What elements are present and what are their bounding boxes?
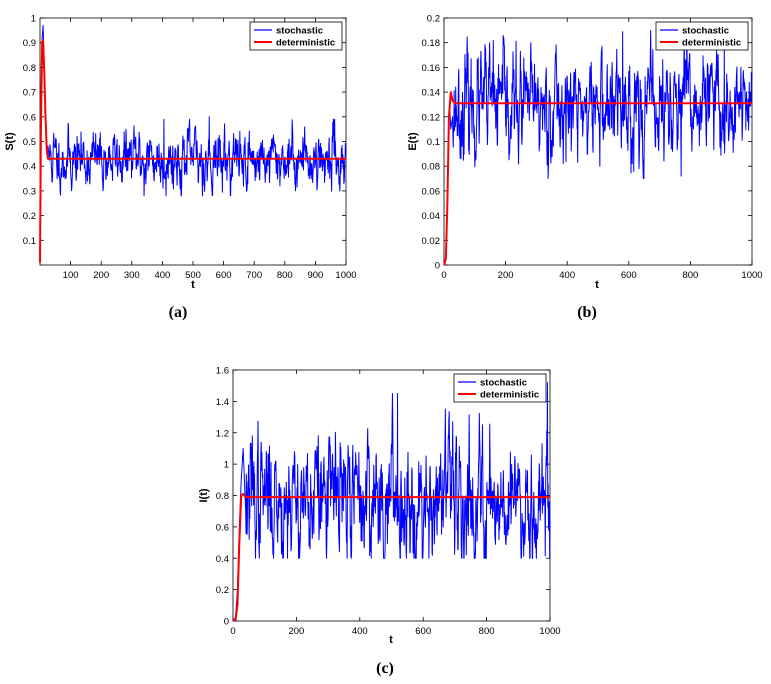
series-stochastic [232,382,551,622]
y-tick-label: 0 [435,261,440,272]
x-tick-label: 1000 [335,270,356,281]
y-axis-label: I(t) [198,488,210,502]
y-tick-label: 0.16 [422,63,441,74]
legend-label: stochastic [682,26,729,37]
y-tick-label: 0.2 [427,14,440,25]
x-tick-label: 1000 [539,626,560,637]
x-tick-label: 200 [288,626,304,637]
legend [453,373,547,403]
y-tick-label: 0.2 [23,211,36,222]
y-tick-label: 0.4 [216,554,229,565]
y-tick-label: 0.4 [23,162,36,173]
x-tick-label: 400 [352,626,368,637]
y-tick-label: 1 [224,460,229,471]
x-tick-label: 200 [498,270,514,281]
x-tick-label: 500 [185,270,201,281]
x-tick-label: 100 [63,270,79,281]
series-deterministic [232,492,550,622]
panel-c: 0 200 400 600 800 1000 0 0.2 0.4 0.6 0.8 1 1.2 1.4 1.6… [198,366,561,678]
x-tick-label: 800 [682,270,698,281]
y-tick-label: 0.8 [216,491,229,502]
y-tick-label: 1.6 [216,366,229,377]
y-axis-label: E(t) [407,132,419,151]
y-tick-label: 0.9 [23,38,36,49]
y-tick-label: 0 [224,617,229,628]
y-tick-label: 0.7 [23,88,36,99]
panel-b: 0 200 400 600 800 1000 0 0.02 0.04 0.06 0.08 0.1 0.1… [407,14,763,322]
x-tick-label: 800 [479,626,495,637]
legend [655,21,749,51]
plot-area [39,17,347,266]
x-tick-label: 0 [441,270,446,281]
series-stochastic [443,29,753,266]
y-tick-label: 0.06 [422,186,441,197]
legend-label: deterministic [682,38,741,49]
x-tick-label: 0 [230,626,235,637]
y-tick-label: 0.1 [23,236,36,247]
x-tick-label: 200 [93,270,109,281]
y-tick-label: 0.5 [23,137,36,148]
y-axis-label: S(t) [4,132,16,151]
x-tick-label: 800 [277,270,293,281]
x-tick-label: 400 [559,270,575,281]
y-tick-label: 1.4 [216,397,229,408]
legend [249,21,343,51]
panel-label: (c) [376,660,394,677]
y-tick-label: 0.02 [422,236,441,247]
x-axis-label: t [191,279,195,291]
y-tick-label: 0.6 [23,112,36,123]
x-tick-label: 600 [216,270,232,281]
y-tick-label: 0.3 [23,186,36,197]
y-tick-label: 0.04 [422,211,441,222]
legend-label: stochastic [480,378,527,389]
x-axis-label: t [389,634,393,646]
x-tick-label: 600 [415,626,431,637]
panel-a: 100 200 300 400 500 600 700 800 900 1000 0.1 0.2 0.3… [4,14,357,322]
y-tick-label: 1 [31,14,36,25]
legend-label: deterministic [276,38,335,49]
x-tick-label: 700 [246,270,262,281]
series-deterministic [443,91,752,266]
y-tick-label: 1.2 [216,428,229,439]
y-tick-label: 0.18 [422,38,441,49]
y-tick-label: 0.6 [216,522,229,533]
x-tick-label: 900 [307,270,323,281]
panel-label: (b) [577,304,597,321]
y-tick-label: 0.08 [422,162,441,173]
y-tick-label: 0.2 [216,585,229,596]
legend-label: stochastic [276,26,323,37]
y-tick-label: 0.12 [422,112,441,123]
plot-area [443,17,753,266]
y-tick-label: 0.8 [23,63,36,74]
x-axis-label: t [595,279,599,291]
x-tick-label: 400 [154,270,170,281]
x-tick-label: 1000 [741,270,762,281]
panel-label: (a) [169,304,188,321]
x-tick-label: 600 [621,270,637,281]
series-deterministic [39,39,346,263]
legend-label: deterministic [480,390,539,401]
y-tick-label: 0.14 [422,88,441,99]
x-tick-label: 300 [124,270,140,281]
y-tick-label: 0.1 [427,137,440,148]
